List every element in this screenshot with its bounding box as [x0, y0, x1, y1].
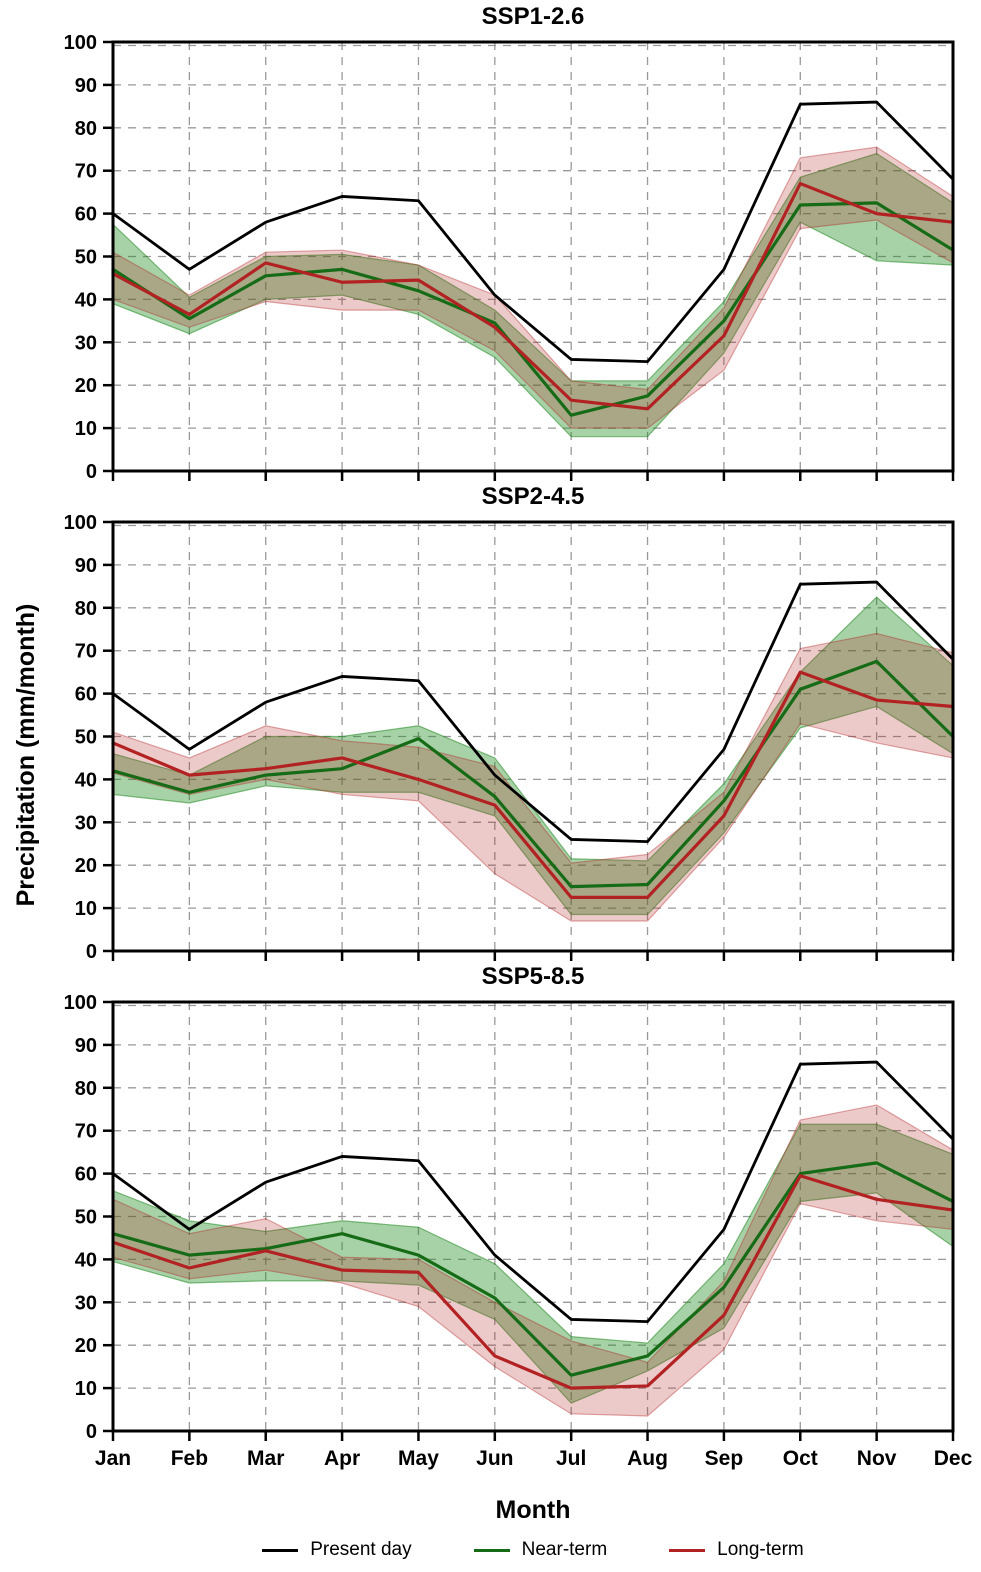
svg-text:80: 80: [75, 598, 97, 620]
legend-label: Present day: [310, 1539, 412, 1560]
svg-text:Aug: Aug: [627, 1447, 668, 1470]
svg-text:70: 70: [75, 1121, 97, 1143]
svg-text:10: 10: [75, 418, 97, 440]
svg-text:50: 50: [75, 247, 97, 269]
svg-text:May: May: [398, 1447, 439, 1470]
svg-text:Nov: Nov: [857, 1447, 897, 1470]
svg-text:50: 50: [75, 727, 97, 749]
svg-text:20: 20: [75, 375, 97, 397]
svg-text:Feb: Feb: [171, 1447, 208, 1470]
svg-text:Sep: Sep: [705, 1447, 744, 1470]
svg-text:Oct: Oct: [783, 1447, 818, 1470]
svg-text:30: 30: [75, 332, 97, 354]
present-day-line-swatch: [262, 1548, 299, 1552]
x-axis-label: Month: [495, 1496, 571, 1524]
svg-text:40: 40: [75, 289, 97, 311]
legend-item-near-term: Near-term: [473, 1539, 608, 1561]
svg-text:0: 0: [86, 941, 97, 962]
svg-text:70: 70: [75, 161, 97, 183]
svg-text:40: 40: [75, 769, 97, 791]
svg-text:90: 90: [75, 1035, 97, 1057]
near-term-line-swatch: [473, 1548, 510, 1552]
svg-text:10: 10: [75, 898, 97, 920]
svg-text:100: 100: [64, 992, 97, 1014]
chart-ssp2-4.5: 0 10 20 30 40 50 60 70 80 90 100: [64, 512, 955, 962]
svg-text:50: 50: [75, 1207, 97, 1229]
svg-text:80: 80: [75, 1078, 97, 1100]
legend-item-long-term: Long-term: [669, 1539, 804, 1561]
svg-text:Jun: Jun: [476, 1447, 513, 1470]
long-term-line-swatch: [669, 1548, 706, 1552]
svg-text:100: 100: [64, 32, 97, 54]
legend-item-present-day: Present day: [262, 1539, 412, 1561]
legend-label: Near-term: [521, 1539, 608, 1560]
svg-text:20: 20: [75, 855, 97, 877]
chart-title-ssp2: SSP2-4.5: [481, 483, 585, 510]
svg-text:Apr: Apr: [324, 1447, 360, 1470]
svg-text:40: 40: [75, 1249, 97, 1271]
chart-title-ssp1: SSP1-2.6: [481, 3, 585, 30]
svg-text:60: 60: [75, 204, 97, 226]
chart-ssp5-8.5: 0 10 20 30 40 50 60 70 80 90 100 Jan Feb Mar Apr May Jun…: [64, 992, 973, 1470]
svg-text:Dec: Dec: [934, 1447, 973, 1470]
chart-ssp1-2.6: 0 10 20 30 40 50 60 70 80 90 100: [64, 32, 955, 482]
svg-text:100: 100: [64, 512, 97, 534]
legend: Present day Near-term Long-term: [113, 1537, 953, 1563]
svg-text:30: 30: [75, 1292, 97, 1314]
svg-text:20: 20: [75, 1335, 97, 1357]
svg-text:60: 60: [75, 684, 97, 706]
svg-text:10: 10: [75, 1378, 97, 1400]
svg-text:Mar: Mar: [247, 1447, 284, 1470]
svg-text:Jan: Jan: [95, 1447, 131, 1470]
svg-text:Jul: Jul: [556, 1447, 586, 1470]
svg-text:0: 0: [86, 1421, 97, 1443]
chart-title-ssp5: SSP5-8.5: [481, 963, 585, 990]
svg-text:60: 60: [75, 1164, 97, 1186]
svg-text:80: 80: [75, 118, 97, 140]
y-axis-label: Precipitation (mm/month): [12, 603, 40, 907]
svg-text:30: 30: [75, 812, 97, 834]
legend-label: Long-term: [717, 1539, 804, 1560]
svg-text:90: 90: [75, 75, 97, 97]
svg-text:0: 0: [86, 461, 97, 482]
svg-text:90: 90: [75, 555, 97, 577]
svg-text:70: 70: [75, 641, 97, 663]
